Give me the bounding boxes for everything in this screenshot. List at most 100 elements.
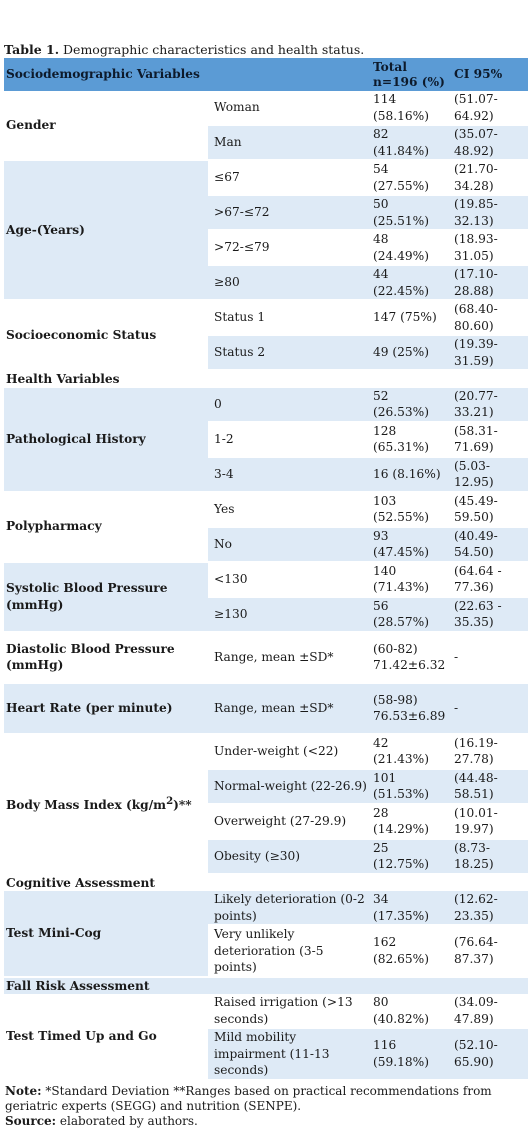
cell-sub: No [208,526,371,563]
cell-sub: 3-4 [208,456,371,493]
table-row: 1-2 128 (65.31%) (58.31-71.69) [4,421,528,458]
variable-mini-cog: Test Mini-Cog [4,891,208,978]
cell-ci: - [450,682,528,735]
cell-total: 56 (28.57%) [371,596,450,633]
cell-total: 147 (75%) [371,300,450,336]
table-row: Man 82 (41.84%) (35.07-48.92) [4,125,528,161]
variable-heart-rate: Heart Rate (per minute) [4,682,208,735]
table-row: Body Mass Index (kg/m2)** Under-weight (… [4,733,528,875]
cell-total: 42 (21.43%) [371,733,450,770]
cell-ci: (20.77-33.21) [450,387,528,423]
bmi-label-pre: Body Mass Index (kg/m [6,798,167,813]
cell-sub: Very unlikely deterioration (3-5 points) [208,925,371,978]
table-row: Gender Woman 114 (58.16%) (51.07-64.92) [4,91,528,161]
section-row: Fall Risk Assessment [4,976,528,994]
cell-sub: Status 1 [208,300,371,336]
cell-total: 93 (47.45%) [371,526,450,563]
cell-total: 52 (26.53%) [371,387,450,423]
section-fall-risk: Fall Risk Assessment [4,976,528,994]
cell-ci: (19.85-32.13) [450,195,528,231]
cell-total: 16 (8.16%) [371,456,450,493]
cell-sub: ≥130 [208,596,371,633]
variable-polypharmacy: Polypharmacy [4,491,208,563]
cell-sub: Raised irrigation (>13 seconds) [208,994,371,1029]
cell-sub: Range, mean ±SD* [208,682,371,735]
cell-total: 140 (71.43%) [371,561,450,598]
variable-bmi: Body Mass Index (kg/m2)** [4,733,208,875]
cell-total: 80 (40.82%) [371,994,450,1029]
cell-ci: (44.48-58.51) [450,768,528,805]
table-row: ≥130 56 (28.57%) (22.63 - 35.35) [4,596,528,633]
cell-ci: (21.70-34.28) [450,160,528,196]
cell-ci: (18.93-31.05) [450,230,528,266]
cell-sub: Man [208,125,371,161]
cell-total: 49 (25%) [371,335,450,371]
table-row: >67-≤72 50 (25.51%) (19.85-32.13) [4,195,528,231]
cell-total: 34 (17.35%) [371,891,450,926]
table-row: No 93 (47.45%) (40.49-54.50) [4,526,528,563]
variable-gender: Gender [4,91,208,161]
cell-total: 54 (27.55%) [371,160,450,196]
cell-total: 25 (12.75%) [371,838,450,875]
table-row: Socioeconomic Status Status 1 147 (75%) … [4,300,528,371]
table-row: Normal-weight (22-26.9) 101 (51.53%) (44… [4,768,528,805]
header-total: Total n=196 (%) [371,58,450,91]
cell-sub: Status 2 [208,335,371,371]
table-row: 3-4 16 (8.16%) (5.03-12.95) [4,456,528,493]
table-row: Overweight (27-29.9) 28 (14.29%) (10.01-… [4,803,528,840]
table-row: Mild mobility impairment (11-13 seconds)… [4,1028,528,1081]
table-row: >72-≤79 48 (24.49%) (18.93-31.05) [4,230,528,266]
cell-ci: - [450,631,528,684]
header-subcategory [208,58,371,91]
cell-ci: (64.64 - 77.36) [450,561,528,598]
variable-systolic-bp: Systolic Blood Pressure (mmHg) [4,561,208,633]
table-row: ≥80 44 (22.45%) (17.10-28.88) [4,265,528,301]
variable-pathological-history: Pathological History [4,387,208,493]
cell-total: (58-98) 76.53±6.89 [371,682,450,735]
table-row: Test Timed Up and Go Raised irrigation (… [4,994,528,1081]
table-caption: Table 1. Demographic characteristics and… [4,42,526,58]
table-row: Polypharmacy Yes 103 (52.55%) (45.49-59.… [4,491,528,563]
cell-sub: <130 [208,561,371,598]
cell-sub: >67-≤72 [208,195,371,231]
table-row: Diastolic Blood Pressure (mmHg) Range, m… [4,631,528,684]
section-cognitive-assessment: Cognitive Assessment [4,873,528,891]
section-health-variables: Health Variables [4,370,528,388]
cell-ci: (16.19-27.78) [450,733,528,770]
cell-ci: (12.62-23.35) [450,891,528,926]
cell-ci: (68.40-80.60) [450,300,528,336]
cell-total: 44 (22.45%) [371,265,450,301]
cell-total: 28 (14.29%) [371,803,450,840]
cell-sub: Likely deterioration (0-2 points) [208,891,371,926]
header-variables: Sociodemographic Variables [4,58,208,91]
variable-timed-up-and-go: Test Timed Up and Go [4,994,208,1081]
bmi-label-post: )** [173,798,192,813]
cell-ci: (51.07-64.92) [450,91,528,126]
cell-total: 116 (59.18%) [371,1028,450,1081]
table-container: Table 1. Demographic characteristics and… [4,42,528,1129]
cell-ci: (34.09-47.89) [450,994,528,1029]
cell-total: 82 (41.84%) [371,125,450,161]
cell-ci: (45.49-59.50) [450,491,528,528]
cell-sub: 1-2 [208,421,371,458]
cell-ci: (76.64-87.37) [450,925,528,978]
variable-socioeconomic: Socioeconomic Status [4,300,208,371]
note-label: Note: [5,1083,42,1098]
table-row: Systolic Blood Pressure (mmHg) <130 140 … [4,561,528,633]
cell-total: 101 (51.53%) [371,768,450,805]
variable-diastolic-bp: Diastolic Blood Pressure (mmHg) [4,631,208,684]
table-row: Test Mini-Cog Likely deterioration (0-2 … [4,891,528,978]
table-row: Heart Rate (per minute) Range, mean ±SD*… [4,682,528,735]
demographics-table: Sociodemographic Variables Total n=196 (… [4,58,528,1081]
table-note: Note: *Standard Deviation **Ranges based… [4,1084,526,1129]
caption-text: Demographic characteristics and health s… [59,42,365,57]
cell-total: 48 (24.49%) [371,230,450,266]
bmi-label-sup: 2 [166,795,174,808]
cell-ci: (58.31-71.69) [450,421,528,458]
cell-ci: (40.49-54.50) [450,526,528,563]
cell-total: 114 (58.16%) [371,91,450,126]
cell-total: 50 (25.51%) [371,195,450,231]
cell-sub: ≤67 [208,160,371,196]
cell-total: (60-82) 71.42±6.32 [371,631,450,684]
cell-sub: Obesity (≥30) [208,838,371,875]
